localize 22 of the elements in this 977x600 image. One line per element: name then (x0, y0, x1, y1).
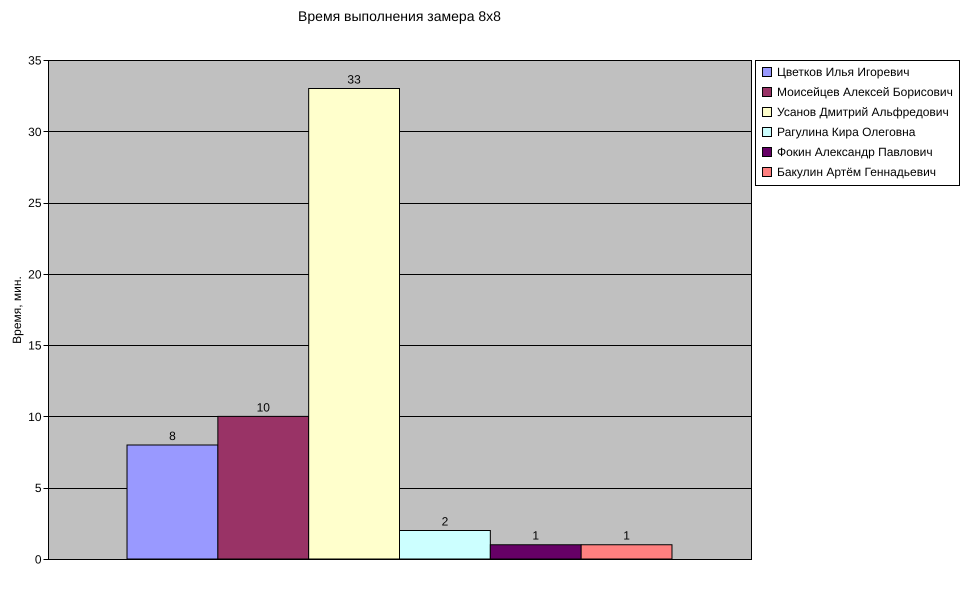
y-axis-title: Время, мин. (10, 276, 24, 344)
data-label: 2 (442, 514, 449, 528)
legend-label: Моисейцев Алексей Борисович (777, 85, 953, 99)
legend-label: Усанов Дмитрий Альфредович (777, 105, 949, 119)
data-label: 10 (256, 400, 270, 414)
legend-label: Фокин Александр Павлович (777, 145, 933, 159)
legend-label: Бакулин Артём Геннадьевич (777, 165, 936, 179)
y-tick-label: 25 (28, 196, 42, 210)
chart-title: Время выполнения замера 8х8 (298, 8, 502, 24)
data-label: 33 (347, 72, 362, 87)
y-tick-label: 20 (28, 267, 42, 282)
y-tick-label: 10 (28, 410, 42, 424)
data-label: 1 (532, 528, 540, 543)
legend-label: Цветков Илья Игоревич (777, 65, 910, 79)
data-label: 8 (169, 428, 176, 443)
y-tick-label: 0 (34, 552, 42, 566)
legend-label: Рагулина Кира Олеговна (777, 125, 916, 139)
data-label: 1 (623, 528, 630, 543)
y-tick-label: 5 (34, 481, 42, 496)
y-tick-label: 35 (28, 54, 42, 68)
y-tick-label: 30 (28, 124, 42, 139)
y-tick-label: 15 (28, 338, 42, 353)
